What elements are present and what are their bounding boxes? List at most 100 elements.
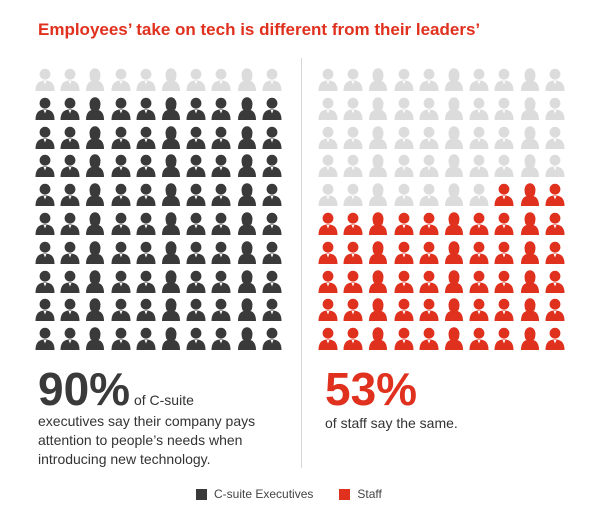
csuite-person-icon [236,240,258,264]
csuite-person-icon [210,297,232,322]
csuite-person-icon [160,125,182,149]
csuite-stat: 90% of C-suite executives say their comp… [38,366,288,469]
staff-person-icon [342,240,364,264]
csuite-person-icon [185,182,207,207]
staff-person-icon [519,125,541,149]
csuite-person-icon [135,211,157,235]
staff-person-icon [544,125,566,149]
csuite-person-icon [185,96,207,120]
staff-person-icon [418,67,440,91]
csuite-person-icon [110,269,132,293]
staff-person-icon [544,326,566,351]
staff-person-icon [544,240,566,264]
staff-person-icon [367,125,389,149]
csuite-person-icon [236,326,258,351]
staff-person-icon [418,269,440,293]
staff-person-icon [468,297,490,322]
csuite-person-icon [236,125,258,149]
staff-person-icon [493,67,515,91]
csuite-person-icon [110,182,132,207]
csuite-person-icon [84,125,106,149]
csuite-person-icon [261,125,283,149]
staff-person-icon [418,153,440,178]
staff-person-icon [493,153,515,178]
staff-person-icon [367,326,389,351]
staff-person-icon [418,211,440,235]
csuite-person-icon [59,326,81,351]
csuite-person-icon [135,96,157,120]
csuite-person-icon [110,153,132,178]
staff-person-icon [367,240,389,264]
staff-person-icon [443,67,465,91]
csuite-person-icon [236,297,258,322]
staff-person-icon [418,125,440,149]
staff-person-icon [317,326,339,351]
staff-person-icon [493,96,515,120]
csuite-person-icon [34,182,56,207]
csuite-person-icon [261,297,283,322]
csuite-person-icon [135,269,157,293]
csuite-person-icon [59,125,81,149]
csuite-person-icon [110,240,132,264]
staff-person-icon [393,67,415,91]
csuite-person-icon [160,269,182,293]
staff-person-icon [443,211,465,235]
legend-item-staff: Staff [339,487,382,501]
legend-swatch-staff [339,488,351,500]
csuite-person-icon [84,211,106,235]
staff-person-icon [317,297,339,322]
staff-person-icon [393,96,415,120]
staff-person-icon [519,182,541,207]
staff-person-icon [493,326,515,351]
staff-stat: 53% of staff say the same. [325,366,575,433]
staff-person-icon [393,153,415,178]
csuite-person-icon [59,67,81,91]
csuite-person-icon [135,125,157,149]
csuite-person-icon [84,96,106,120]
csuite-person-icon [84,240,106,264]
staff-person-icon [367,182,389,207]
legend-swatch-csuite [196,488,207,500]
staff-person-icon [493,240,515,264]
staff-person-icon [519,67,541,91]
staff-person-icon [342,326,364,351]
staff-person-icon [443,153,465,178]
staff-person-icon [468,153,490,178]
staff-person-icon [418,297,440,322]
staff-person-icon [342,269,364,293]
csuite-person-icon [236,269,258,293]
staff-pictogram [317,67,569,355]
csuite-person-icon [84,182,106,207]
csuite-person-icon [210,182,232,207]
csuite-person-icon [110,67,132,91]
csuite-person-icon [34,240,56,264]
staff-person-icon [544,182,566,207]
csuite-stat-text: executives say their company pays attent… [38,413,256,467]
staff-person-icon [342,96,364,120]
staff-person-icon [544,211,566,235]
staff-person-icon [418,240,440,264]
csuite-person-icon [135,67,157,91]
csuite-person-icon [135,326,157,351]
staff-person-icon [443,326,465,351]
csuite-person-icon [59,211,81,235]
csuite-person-icon [261,326,283,351]
csuite-person-icon [236,153,258,178]
staff-person-icon [544,96,566,120]
csuite-person-icon [236,182,258,207]
staff-person-icon [468,67,490,91]
chart-title: Employees’ take on tech is different fro… [38,20,481,39]
staff-person-icon [519,153,541,178]
staff-person-icon [317,125,339,149]
staff-person-icon [468,96,490,120]
staff-person-icon [544,297,566,322]
csuite-person-icon [261,153,283,178]
csuite-person-icon [210,326,232,351]
csuite-person-icon [84,297,106,322]
staff-person-icon [317,211,339,235]
csuite-person-icon [236,211,258,235]
staff-person-icon [468,211,490,235]
csuite-person-icon [59,240,81,264]
staff-person-icon [443,269,465,293]
csuite-person-icon [110,326,132,351]
